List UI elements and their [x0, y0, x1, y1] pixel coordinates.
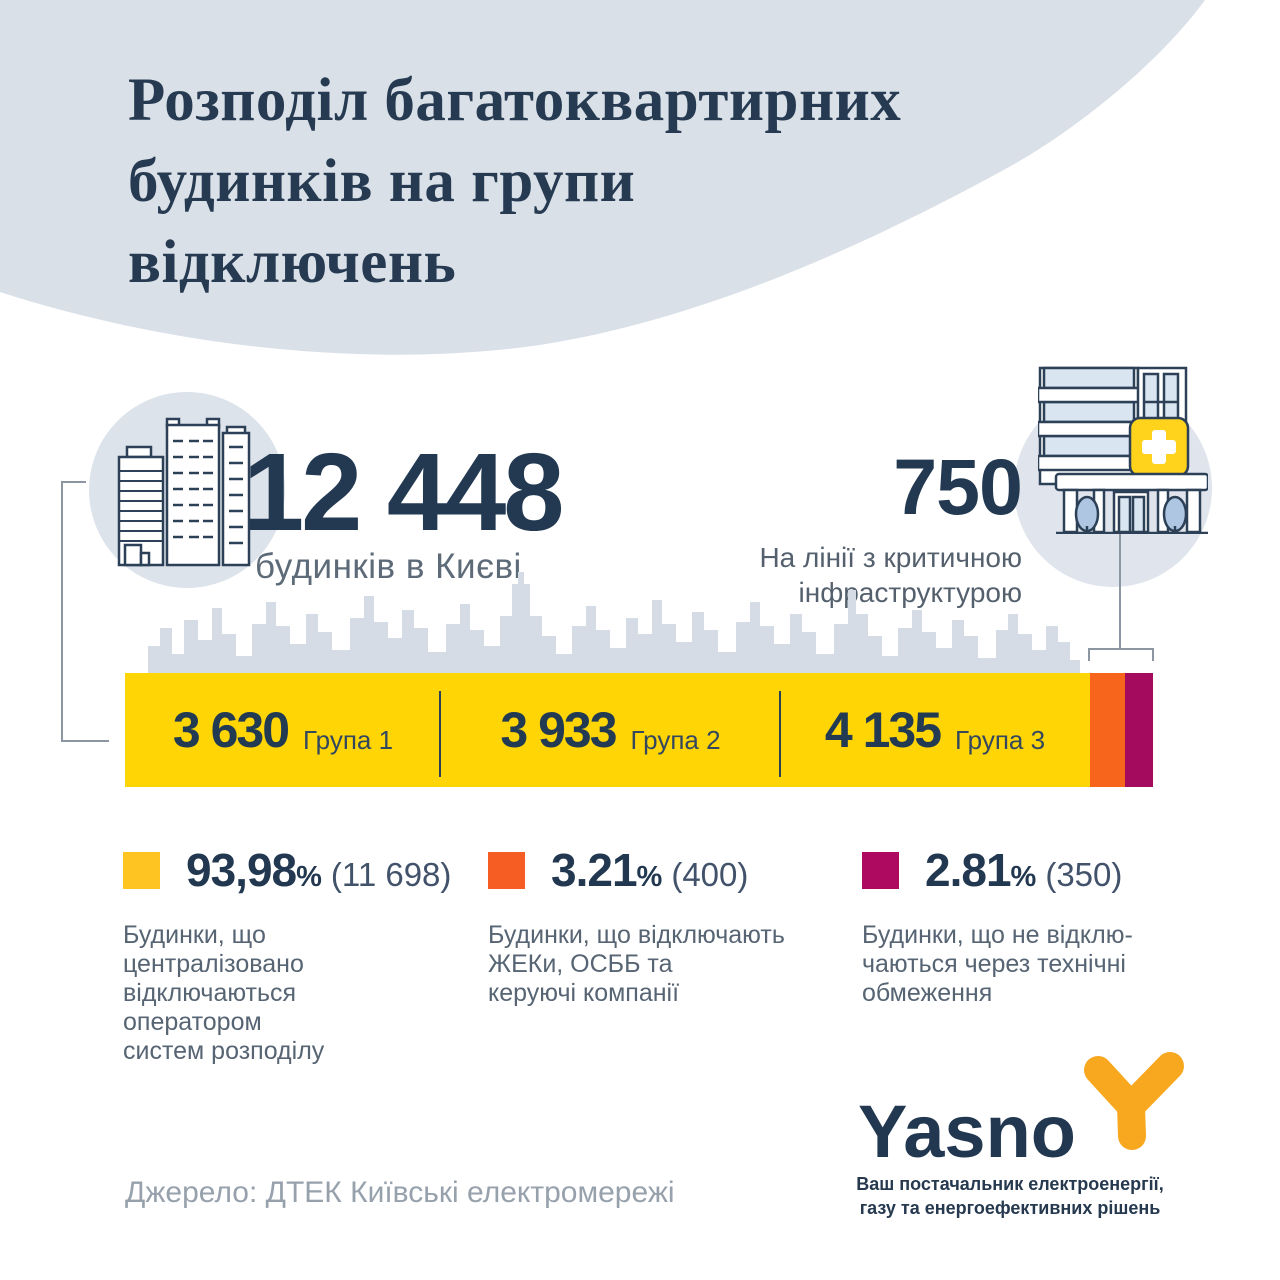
- outage-groups-bar: 3 630 Група 1 3 933 Група 2 4 135 Група …: [125, 673, 1153, 787]
- yasno-logo-icon: [1084, 1052, 1184, 1150]
- percent-sign: %: [636, 861, 663, 893]
- page-title-line: будинків на групи: [128, 148, 636, 215]
- group2-label: Група 2: [630, 724, 721, 755]
- bracket-line: [1088, 648, 1090, 661]
- legend-percent: 2.81: [925, 844, 1012, 896]
- critical-infra-value: 750: [893, 442, 1023, 531]
- hospital-building-icon: [1038, 366, 1208, 534]
- orange-swatch-icon: [488, 851, 525, 889]
- bar-divider: [779, 691, 781, 777]
- bar-segment-group3: 4 135 Група 3: [780, 673, 1090, 787]
- critical-infra-label-line: інфраструктурою: [798, 577, 1022, 608]
- bracket-line: [1088, 648, 1154, 650]
- bar-segment-magenta: [1125, 673, 1153, 787]
- page-title: Розподіл багатоквартирних будинків на гр…: [128, 60, 901, 303]
- left-connector-line: [61, 481, 63, 742]
- legend-value: 2.81% (350): [925, 843, 1122, 897]
- total-buildings-label: будинків в Києві: [255, 547, 522, 586]
- header-blob-shape: [0, 0, 1205, 355]
- page-title-line: відключень: [128, 229, 457, 296]
- bracket-line: [1152, 648, 1154, 661]
- critical-infra-label: На лінії з критичною інфраструктурою: [712, 540, 1022, 610]
- yasno-tagline: Ваш постачальник електроенергії, газу та…: [856, 1174, 1164, 1218]
- legend-percent: 93,98: [186, 844, 297, 896]
- apartment-buildings-icon: [117, 417, 251, 567]
- legend-count: (400): [671, 856, 749, 893]
- source-text: Джерело: ДТЕК Київські електромережі: [125, 1176, 675, 1209]
- group2-value: 3 933: [500, 702, 617, 758]
- percent-sign: %: [1010, 861, 1037, 893]
- left-connector-line: [61, 481, 86, 483]
- group3-label: Група 3: [955, 724, 1046, 755]
- legend-percent: 3.21: [551, 844, 638, 896]
- group1-value: 3 630: [172, 702, 290, 758]
- left-connector-line: [61, 740, 109, 742]
- legend-item-zheks: 3.21% (400) Будинки, що відключають ЖЕКи,…: [488, 843, 848, 1008]
- legend-description: Будинки, що не відклю- чаються через тех…: [862, 921, 1133, 1007]
- legend-value: 93,98% (11 698): [186, 843, 451, 897]
- legend-item-centralized: 93,98% (11 698) Будинки, що централізован…: [123, 843, 468, 1066]
- legend-description: Будинки, що централізовано відключаються…: [123, 921, 325, 1065]
- legend-head: 3.21% (400): [488, 843, 848, 897]
- legend-description: Будинки, що відключають ЖЕКи, ОСББ та ке…: [488, 921, 785, 1007]
- city-skyline-silhouette: [148, 572, 1080, 673]
- yasno-wordmark: Yasno: [858, 1090, 1076, 1173]
- legend-item-technical: 2.81% (350) Будинки, що не відклю- чаютьс…: [862, 843, 1192, 1008]
- bar-segment-orange: [1090, 673, 1125, 787]
- right-connector-line: [1119, 534, 1121, 650]
- critical-infra-label-line: На лінії з критичною: [759, 542, 1022, 573]
- bar-segment-group1: 3 630 Група 1: [125, 673, 441, 787]
- percent-sign: %: [296, 861, 322, 893]
- legend-count: (350): [1045, 856, 1123, 893]
- total-buildings-value: 12 448: [243, 431, 564, 554]
- legend-head: 2.81% (350): [862, 843, 1192, 897]
- bar-segment-group2: 3 933 Група 2: [441, 673, 780, 787]
- page-title-line: Розподіл багатоквартирних: [128, 67, 902, 134]
- group1-label: Група 1: [303, 724, 394, 755]
- bar-divider: [439, 691, 441, 777]
- group3-value: 4 135: [824, 702, 942, 758]
- yellow-swatch-icon: [123, 851, 160, 889]
- legend-value: 3.21% (400): [551, 843, 748, 897]
- legend-count: (11 698): [330, 856, 452, 893]
- legend-head: 93,98% (11 698): [123, 843, 468, 897]
- magenta-swatch-icon: [862, 851, 899, 889]
